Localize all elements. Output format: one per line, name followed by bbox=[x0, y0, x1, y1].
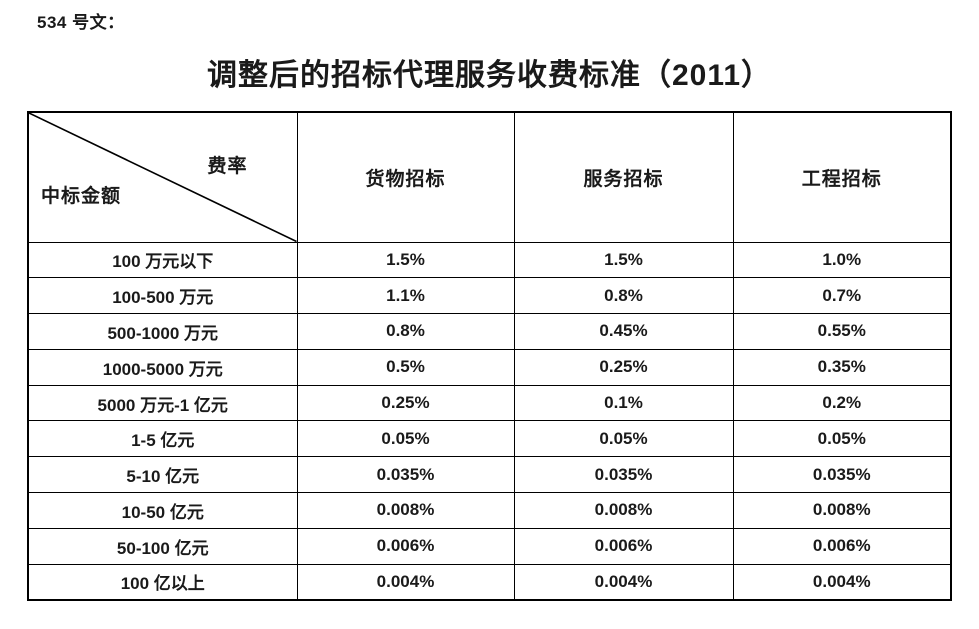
page-title: 调整后的招标代理服务收费标准（2011） bbox=[206, 59, 773, 92]
table-row: 5000 万元-1 亿元 0.25% 0.1% 0.2% bbox=[27, 384, 952, 422]
rate-cell: 0.25% bbox=[513, 348, 734, 386]
amount-cell: 5-10 亿元 bbox=[27, 456, 298, 494]
amount-cell: 100 亿以上 bbox=[27, 563, 298, 601]
header-row: 费率 中标金额 货物招标 服务招标 工程招标 bbox=[27, 111, 952, 243]
rate-cell: 0.008% bbox=[296, 492, 515, 529]
rate-cell: 1.5% bbox=[513, 241, 734, 279]
document-ref-label: 534 号文： bbox=[37, 13, 125, 32]
column-header-engineering: 工程招标 bbox=[732, 111, 952, 243]
rate-cell: 0.008% bbox=[513, 492, 734, 529]
table-row: 1000-5000 万元 0.5% 0.25% 0.35% bbox=[27, 348, 952, 386]
amount-cell: 50-100 亿元 bbox=[27, 527, 298, 565]
table-row: 50-100 亿元 0.006% 0.006% 0.006% bbox=[27, 527, 952, 565]
rate-cell: 0.1% bbox=[513, 384, 734, 422]
table-body: 100 万元以下 1.5% 1.5% 1.0% 100-500 万元 1.1% … bbox=[27, 241, 952, 601]
column-header-goods: 货物招标 bbox=[296, 111, 515, 243]
rate-cell: 0.006% bbox=[732, 527, 952, 565]
table-row: 500-1000 万元 0.8% 0.45% 0.55% bbox=[27, 313, 952, 350]
amount-cell: 100 万元以下 bbox=[27, 241, 298, 279]
table-row: 100 万元以下 1.5% 1.5% 1.0% bbox=[27, 241, 952, 279]
table-row: 100-500 万元 1.1% 0.8% 0.7% bbox=[27, 277, 952, 315]
rate-cell: 0.004% bbox=[296, 563, 515, 601]
rate-cell: 1.0% bbox=[732, 241, 952, 279]
rate-cell: 0.2% bbox=[732, 384, 952, 422]
rate-cell: 0.8% bbox=[513, 277, 734, 315]
amount-cell: 5000 万元-1 亿元 bbox=[27, 384, 298, 422]
table-row: 10-50 亿元 0.008% 0.008% 0.008% bbox=[27, 492, 952, 529]
corner-label-rate: 费率 bbox=[207, 156, 248, 177]
rate-cell: 0.5% bbox=[296, 348, 515, 386]
rate-cell: 0.05% bbox=[732, 420, 952, 458]
rate-cell: 0.05% bbox=[296, 420, 515, 458]
rate-cell: 0.006% bbox=[296, 527, 515, 565]
rate-cell: 0.035% bbox=[732, 456, 952, 494]
fee-rate-table: 费率 中标金额 货物招标 服务招标 工程招标 100 万元以下 1.5% 1.5… bbox=[27, 111, 952, 601]
rate-cell: 0.35% bbox=[732, 348, 952, 386]
rate-cell: 1.1% bbox=[296, 277, 515, 315]
rate-cell: 0.8% bbox=[296, 313, 515, 350]
rate-cell: 0.006% bbox=[513, 527, 734, 565]
diagonal-line bbox=[29, 113, 297, 242]
amount-cell: 500-1000 万元 bbox=[27, 313, 298, 350]
rate-cell: 0.035% bbox=[296, 456, 515, 494]
rate-cell: 0.004% bbox=[732, 563, 952, 601]
table-header: 费率 中标金额 货物招标 服务招标 工程招标 bbox=[27, 111, 952, 243]
amount-cell: 1-5 亿元 bbox=[27, 420, 298, 458]
rate-cell: 0.05% bbox=[513, 420, 734, 458]
table-row: 5-10 亿元 0.035% 0.035% 0.035% bbox=[27, 456, 952, 494]
amount-cell: 100-500 万元 bbox=[27, 277, 298, 315]
rate-cell: 0.035% bbox=[513, 456, 734, 494]
rate-cell: 0.008% bbox=[732, 492, 952, 529]
corner-label-amount: 中标金额 bbox=[41, 185, 122, 207]
diagonal-corner-cell: 费率 中标金额 bbox=[27, 111, 298, 243]
rate-cell: 1.5% bbox=[296, 241, 515, 279]
rate-cell: 0.45% bbox=[513, 313, 734, 350]
amount-cell: 1000-5000 万元 bbox=[27, 348, 298, 386]
rate-cell: 0.55% bbox=[732, 313, 952, 350]
rate-cell: 0.25% bbox=[296, 384, 515, 422]
amount-cell: 10-50 亿元 bbox=[27, 492, 298, 529]
table-row: 100 亿以上 0.004% 0.004% 0.004% bbox=[27, 563, 952, 601]
rate-cell: 0.7% bbox=[732, 277, 952, 315]
rate-cell: 0.004% bbox=[513, 563, 734, 601]
column-header-services: 服务招标 bbox=[513, 111, 734, 243]
table-row: 1-5 亿元 0.05% 0.05% 0.05% bbox=[27, 420, 952, 458]
